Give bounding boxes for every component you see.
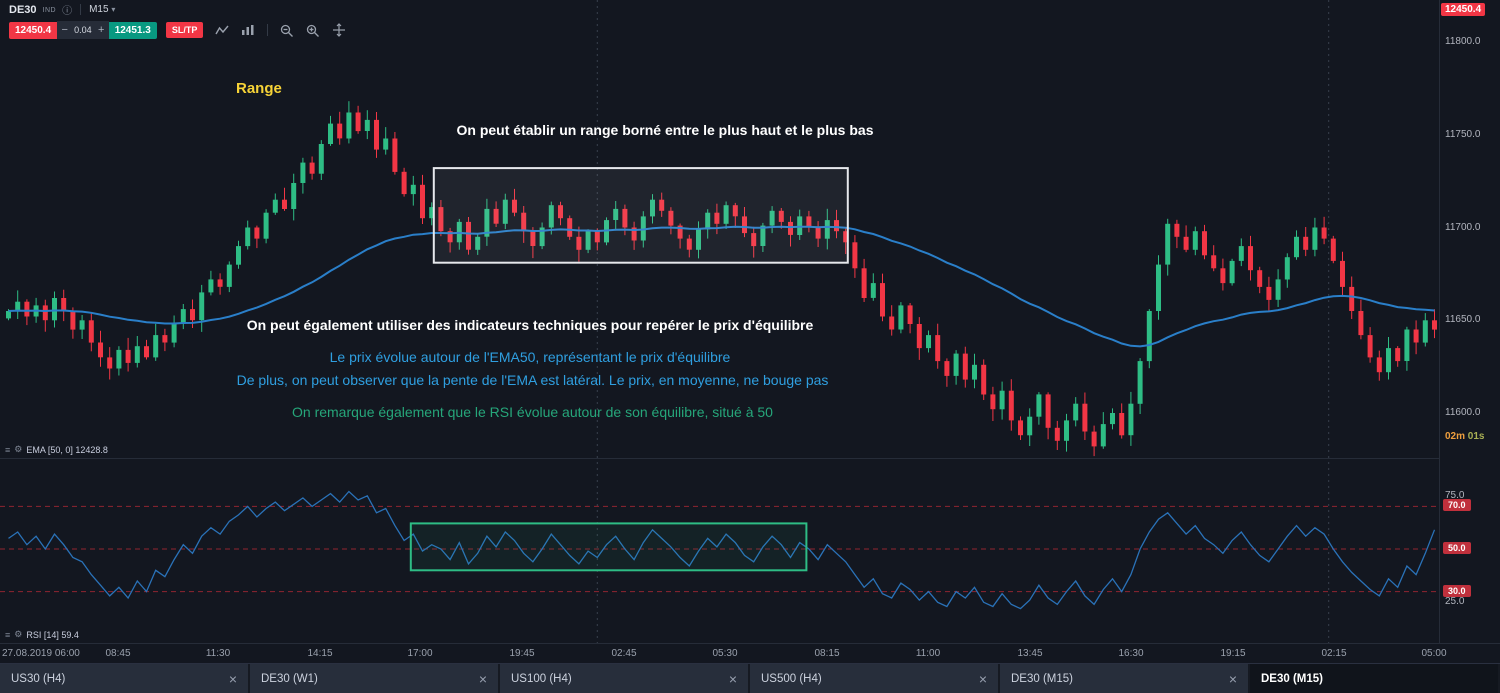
time-label: 17:00: [407, 648, 433, 659]
range-description-annotation: On peut établir un range borné entre le …: [456, 122, 874, 138]
spread-decrease-button[interactable]: −: [57, 24, 72, 36]
rsi-level-badge: 70.0: [1443, 499, 1471, 511]
time-label: 19:15: [1220, 648, 1246, 659]
chart-tab[interactable]: DE30 (M15) ×: [1000, 664, 1250, 693]
ema-annotation-2: De plus, on peut observer que la pente d…: [236, 372, 829, 388]
tab-label: DE30 (W1): [261, 673, 318, 685]
symbol-name: DE30: [9, 3, 37, 16]
tab-close-icon[interactable]: ×: [228, 671, 237, 687]
time-label: 14:15: [307, 648, 333, 659]
time-label: 19:45: [509, 648, 535, 659]
tab-close-icon[interactable]: ×: [478, 671, 487, 687]
tab-label: US100 (H4): [511, 673, 572, 685]
zoom-in-icon[interactable]: [306, 24, 320, 37]
tab-label: DE30 (M15): [1011, 673, 1073, 685]
ema-label-text: EMA [50, 0] 12428.8: [26, 444, 108, 455]
price-tick: 11800.0: [1445, 36, 1481, 47]
spread-increase-button[interactable]: +: [94, 24, 109, 36]
chart-tabs: US30 (H4) × DE30 (W1) × US100 (H4) × US500 (H4…: [0, 663, 1500, 693]
time-label: 11:30: [205, 648, 231, 659]
time-label: 02:15: [1321, 648, 1347, 659]
rsi-level-badge: 50.0: [1443, 542, 1471, 554]
indicator-menu-icon[interactable]: ≡: [5, 444, 11, 455]
current-price-badge: 12450.4: [1441, 3, 1486, 16]
time-label: 11:00: [915, 648, 941, 659]
sell-button[interactable]: 12450.4: [9, 21, 58, 39]
price-axis[interactable]: 12450.4 11800.0 11750.0 11700.0 11650.0 11600…: [1439, 0, 1500, 643]
rsi-annotation: On remarque également que le RSI évolue …: [292, 404, 773, 420]
rsi-tick: 25.0: [1445, 596, 1465, 607]
trade-widget: 12450.4 − 0.04 + 12451.3 SL/TP: [9, 21, 346, 39]
ema-annotation-1: Le prix évolue autour de l'EMA50, représ…: [329, 349, 731, 365]
time-label: 08:15: [814, 648, 840, 659]
indicators-icon[interactable]: [241, 24, 255, 36]
zoom-out-icon[interactable]: [280, 24, 294, 37]
rsi-tick: 75.0: [1445, 490, 1465, 501]
price-tick: 11650.0: [1445, 314, 1481, 325]
price-tick: 11700.0: [1445, 222, 1481, 233]
range-annotation: Range: [236, 80, 282, 97]
timeframe-value: M15: [89, 4, 109, 15]
price-tick: 11750.0: [1445, 129, 1481, 140]
indicator-menu-icon[interactable]: ≡: [5, 629, 11, 640]
tab-close-icon[interactable]: ×: [728, 671, 737, 687]
time-label: 05:30: [712, 648, 738, 659]
info-icon[interactable]: ⓘ: [62, 6, 73, 17]
panel-divider: [0, 458, 1500, 459]
pan-move-icon[interactable]: [332, 23, 346, 37]
time-label: 02:45: [611, 648, 637, 659]
time-label: 08:45: [105, 648, 131, 659]
tab-label: US30 (H4): [11, 673, 66, 685]
ema-indicator-label: ≡ ⚙ EMA [50, 0] 12428.8: [5, 444, 108, 455]
instrument-header: DE30 IND ⓘ M15 ▾: [9, 2, 115, 18]
sltp-button[interactable]: SL/TP: [165, 22, 204, 38]
time-label: 05:00: [1421, 648, 1447, 659]
time-label: 27.08.2019 06:00: [2, 648, 80, 659]
time-label: 16:30: [1118, 648, 1144, 659]
candlestick-chart[interactable]: [0, 0, 1440, 643]
rsi-level-badge: 30.0: [1443, 585, 1471, 597]
timeframe-selector[interactable]: M15 ▾: [80, 4, 115, 15]
indicator-settings-icon[interactable]: ⚙: [14, 629, 23, 639]
time-label: 13:45: [1017, 648, 1043, 659]
indicators-intro-annotation: On peut également utiliser des indicateu…: [246, 317, 814, 333]
spread-value: 0.04: [74, 25, 92, 35]
tab-close-icon[interactable]: ×: [978, 671, 987, 687]
chart-tab[interactable]: US500 (H4) ×: [750, 664, 1000, 693]
chart-tab[interactable]: DE30 (W1) ×: [250, 664, 500, 693]
tab-label: DE30 (M15): [1261, 673, 1323, 685]
line-chart-tool-icon[interactable]: [215, 24, 229, 36]
chart-tab[interactable]: US30 (H4) ×: [0, 664, 250, 693]
chart-tab[interactable]: DE30 (M15): [1250, 664, 1500, 693]
indicator-settings-icon[interactable]: ⚙: [14, 444, 23, 454]
buy-button[interactable]: 12451.3: [108, 21, 157, 39]
tab-close-icon[interactable]: ×: [1228, 671, 1237, 687]
rsi-indicator-label: ≡ ⚙ RSI [14] 59.4: [5, 629, 79, 640]
chart-tab[interactable]: US100 (H4) ×: [500, 664, 750, 693]
spread-controls: − 0.04 +: [57, 21, 109, 39]
time-axis[interactable]: 27.08.2019 06:00 08:45 11:30 14:15 17:00 19:4…: [0, 643, 1500, 664]
toolbar-divider: [267, 24, 269, 36]
price-tick: 11600.0: [1445, 407, 1481, 418]
symbol-type-badge: IND: [42, 6, 57, 14]
candle-countdown: 02m 01s: [1445, 431, 1485, 442]
chevron-down-icon: ▾: [111, 5, 116, 14]
rsi-label-text: RSI [14] 59.4: [26, 629, 79, 640]
tab-label: US500 (H4): [761, 673, 822, 685]
